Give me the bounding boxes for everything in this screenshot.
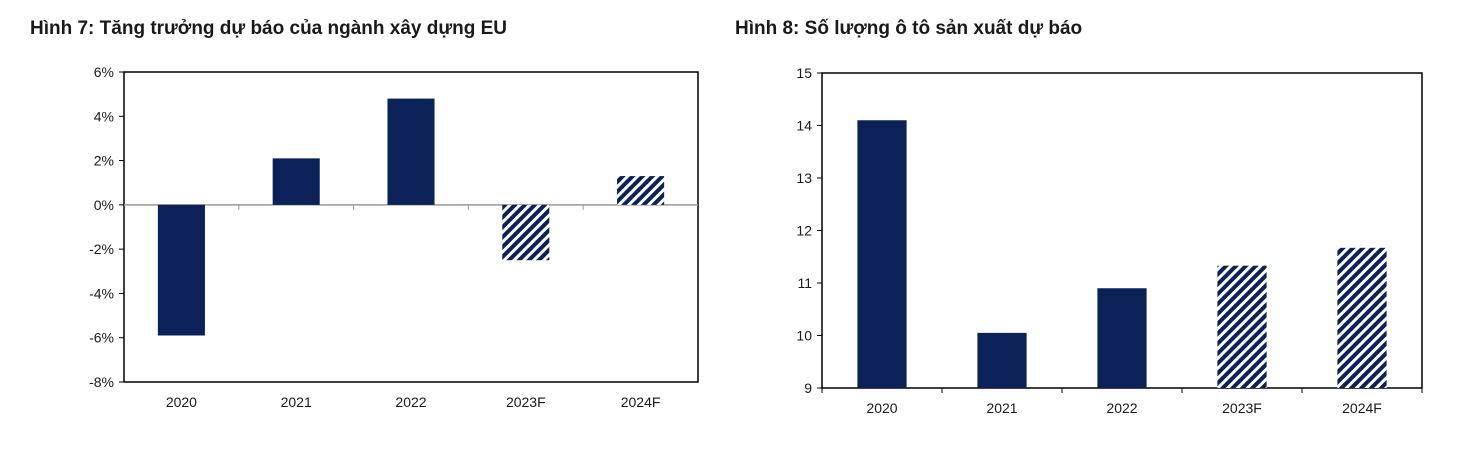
- fig7-x-tick-label: 2022: [395, 394, 426, 410]
- fig7-y-tick-label: 6%: [94, 64, 114, 80]
- fig7-plot-frame: [123, 71, 699, 383]
- fig7-bar-2021: [272, 158, 320, 205]
- figure-7-title: Hình 7: Tăng trưởng dự báo của ngành xây…: [30, 18, 508, 39]
- fig7-y-tick-label: 0%: [94, 197, 114, 213]
- fig8-x-tick-label: 2021: [986, 400, 1017, 416]
- fig7-x-tick-label: 2020: [166, 394, 197, 410]
- fig7-bar-2022: [387, 98, 435, 205]
- fig8-y-tick-label: 10: [796, 328, 812, 344]
- fig8-y-tick-label: 15: [796, 65, 812, 81]
- fig8-bar-2021: [977, 332, 1027, 388]
- fig7-bar-2020: [157, 204, 205, 336]
- fig8-x-tick-label: 2020: [866, 400, 897, 416]
- fig8-y-tick-label: 9: [804, 380, 812, 396]
- fig8-y-tick-label: 12: [796, 223, 812, 239]
- fig8-bar-2024f: [1337, 247, 1387, 388]
- fig7-bar-2023f: [502, 204, 550, 261]
- fig7-y-tick-label: -4%: [89, 285, 114, 301]
- fig8-y-tick-label: 14: [796, 118, 812, 134]
- fig8-bar-2023f: [1217, 265, 1267, 388]
- fig7-y-tick-label: 2%: [94, 153, 114, 169]
- fig7-y-tick-label: 4%: [94, 108, 114, 124]
- fig7-y-tick-label: -8%: [89, 374, 114, 390]
- figure-8-title: Hình 8: Số lượng ô tô sản xuất dự báo: [735, 18, 1083, 39]
- fig7-y-tick-label: -6%: [89, 330, 114, 346]
- fig8-x-tick-label: 2023F: [1222, 400, 1262, 416]
- fig8-y-tick-label: 11: [797, 275, 812, 291]
- fig7-y-tick-label: -2%: [89, 241, 114, 257]
- fig8-bar-2020: [857, 120, 907, 388]
- chart-construction-growth: 6% 4% 2% 0% -2% -4% -6% -8% 2020 2021 2022 2023F 202…: [89, 64, 699, 410]
- fig7-x-tick-label: 2021: [281, 394, 312, 410]
- chart-car-production: 15 14 13 12 11 10 9 2020 2021 2022 2023F 2024F: [796, 65, 1423, 416]
- fig8-bar-2022: [1097, 288, 1147, 388]
- fig8-y-tick-label: 13: [796, 170, 812, 186]
- fig8-x-tick-label: 2024F: [1342, 400, 1382, 416]
- fig7-x-tick-label: 2024F: [621, 394, 661, 410]
- fig7-bar-2024f: [617, 176, 665, 205]
- fig8-x-tick-label: 2022: [1106, 400, 1137, 416]
- fig7-x-tick-label: 2023F: [506, 394, 546, 410]
